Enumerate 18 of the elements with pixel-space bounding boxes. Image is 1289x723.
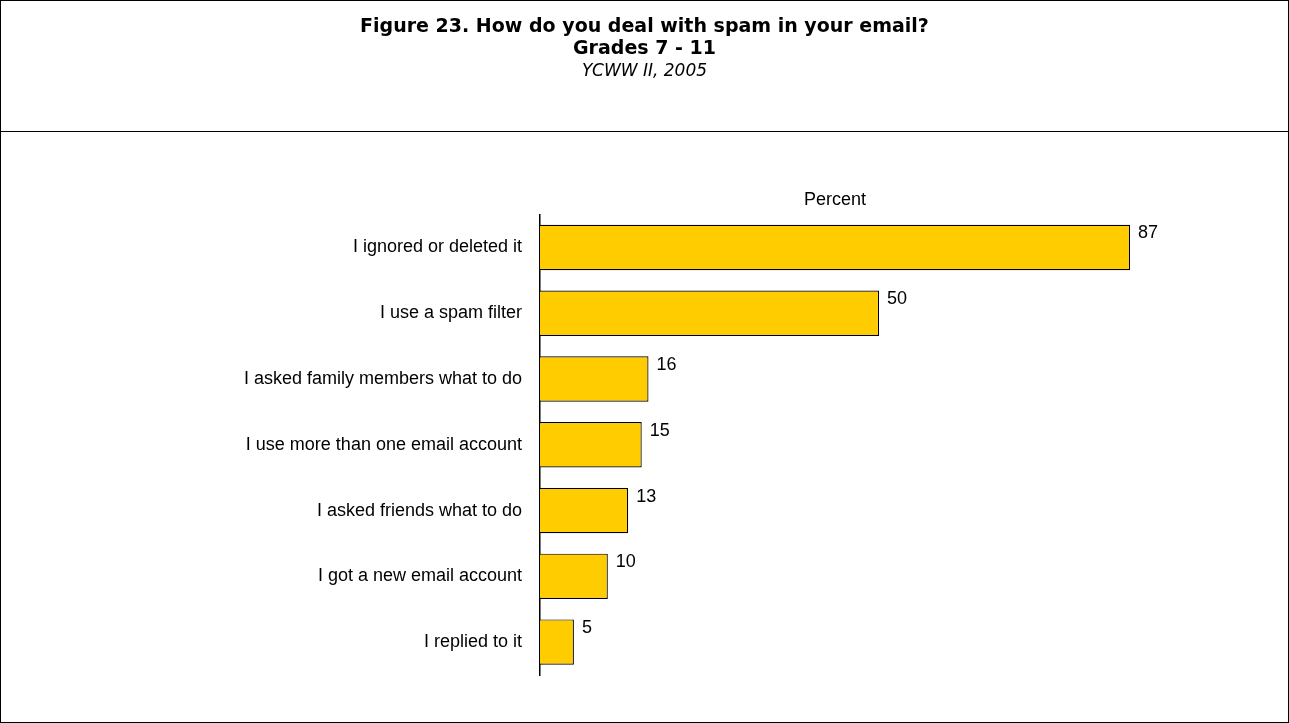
y-tick-label: I asked family members what to do xyxy=(243,368,522,388)
text: YCWW II, 2005 xyxy=(580,59,709,82)
data-label: 10 xyxy=(615,551,636,572)
y-tick-label: I use a spam filter xyxy=(379,302,522,323)
chart-title: Figure 23. How do you deal with spam in your email? xyxy=(359,14,930,36)
data-label: 15 xyxy=(649,419,670,440)
y-tick-label: I ignored or deleted it xyxy=(352,236,522,257)
data-label: 5 xyxy=(581,617,592,638)
x-axis-title: Percent xyxy=(803,188,867,209)
chart-subtitle: Grades 7 - 11 xyxy=(572,36,717,58)
y-tick-label: I got a new email account xyxy=(317,565,522,586)
data-label: 13 xyxy=(636,485,657,506)
y-tick-label: I use more than one email account xyxy=(245,433,522,454)
data-label: 87 xyxy=(1138,222,1159,243)
y-tick-label: I asked friends what to do xyxy=(316,499,522,520)
data-label: 50 xyxy=(887,288,908,309)
data-label: 16 xyxy=(656,354,677,374)
y-tick-label: I replied to it xyxy=(423,631,522,652)
